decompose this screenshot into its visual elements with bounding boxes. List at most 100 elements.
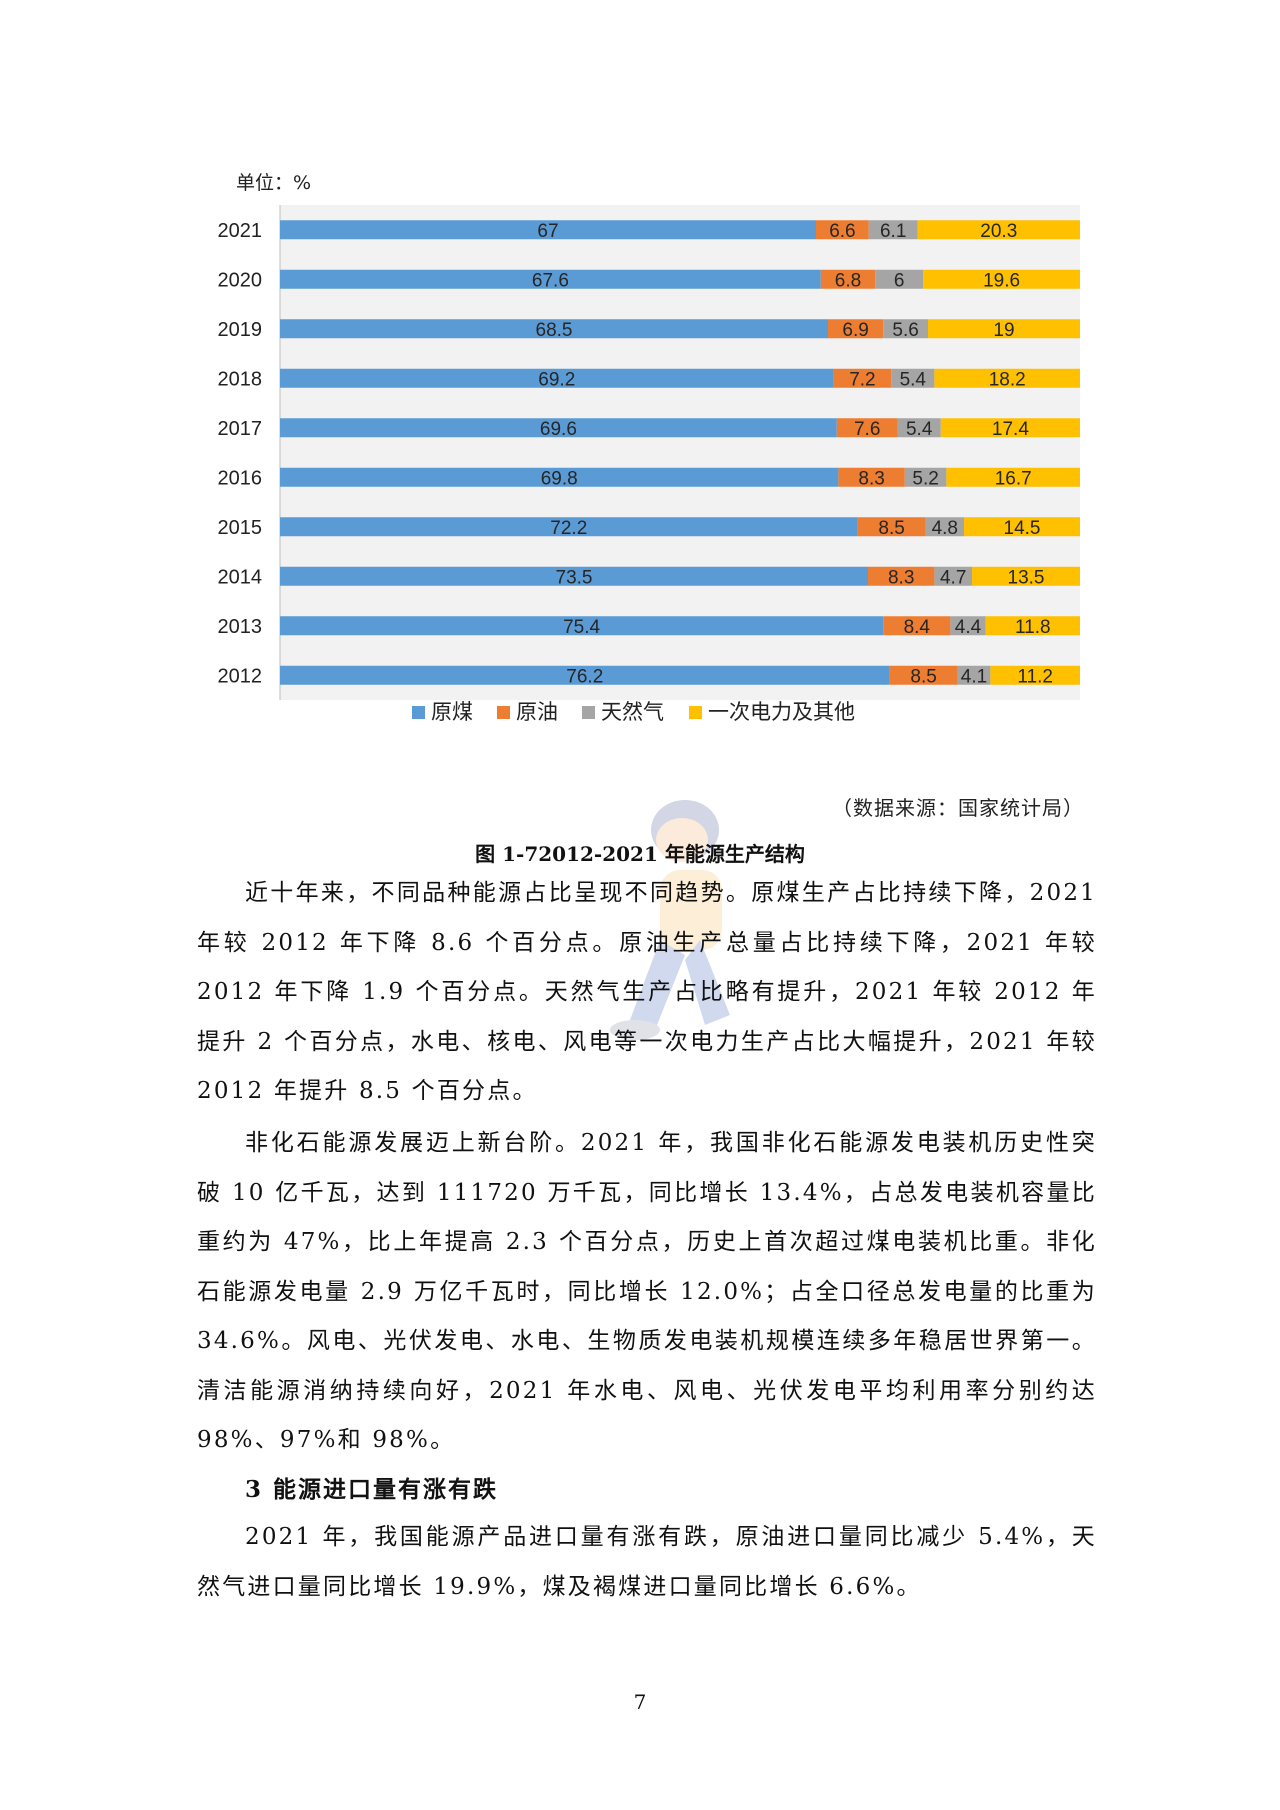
bar-segment [828,319,884,339]
bar-segment [868,220,918,240]
data-source-note: （数据来源：国家统计局） [832,796,1084,820]
category-label: 2016 [218,467,263,489]
data-label: 5.6 [892,320,918,341]
data-label: 20.3 [980,221,1017,242]
bar-segment [957,665,991,685]
bar-segment [868,566,935,586]
data-label: 16.7 [995,468,1032,489]
paragraph-2: 非化石能源发展迈上新台阶。2021 年，我国非化石能源发电装机历史性突破 10 … [197,1130,1097,1453]
category-label: 2013 [218,616,263,638]
data-label: 19.6 [983,270,1020,291]
category-label: 2017 [218,418,263,440]
category-label: 2015 [218,517,263,539]
data-label: 6.8 [835,270,861,291]
data-label: 5.2 [912,468,938,489]
paragraph-3: 2021 年，我国能源产品进口量有涨有跌，原油进口量同比减少 5.4%，天然气进… [197,1524,1097,1600]
bar-segment [280,665,890,685]
category-label: 2018 [218,368,263,390]
data-label: 67.6 [532,270,569,291]
category-label: 2012 [218,665,263,687]
data-label: 5.4 [906,419,933,440]
category-label: 2014 [218,566,263,588]
bar-segment [904,467,947,487]
data-label: 6.6 [829,221,855,242]
data-label: 6.1 [880,221,906,242]
data-label: 8.5 [910,666,936,687]
bar-segment [940,418,1080,438]
bar-segment [883,319,928,339]
category-label: 2020 [218,269,263,291]
legend-label: 天然气 [601,701,664,724]
section-heading: 3 能源进口量有涨有跌 [245,1476,499,1503]
data-label: 5.4 [900,369,927,390]
bar-segment [972,566,1080,586]
data-label: 18.2 [989,369,1026,390]
legend-swatch [689,706,702,719]
bar-segment [934,566,972,586]
data-label: 73.5 [556,567,593,588]
bar-segment [857,517,926,537]
bar-segment [836,418,898,438]
category-label: 2021 [218,220,263,242]
bar-segment [280,467,839,487]
data-label: 13.5 [1008,567,1045,588]
category-label: 2019 [218,319,263,341]
legend-swatch [497,706,510,719]
data-label: 7.6 [854,419,880,440]
paragraph-1: 近十年来，不同品种能源占比呈现不同趋势。原煤生产占比持续下降，2021年较 20… [197,880,1097,1104]
bar-segment [280,418,837,438]
bar-segment [280,566,868,586]
data-label: 19 [993,320,1014,341]
bar-segment [891,368,935,388]
legend-swatch [412,706,425,719]
data-label: 4.1 [961,666,987,687]
bar-segment [985,616,1080,636]
data-label: 68.5 [536,320,573,341]
data-label: 8.5 [878,518,904,539]
bar-segment [923,269,1080,289]
bar-segment [875,269,924,289]
bar-segment [964,517,1080,537]
energy-structure-chart: 2021 67 6.6 6.1 20.3 2020 67.6 6.8 6 19.6 2019 68.5… [218,205,1080,724]
data-label: 6 [894,270,905,291]
data-label: 8.4 [904,617,931,638]
data-label: 11.8 [1015,617,1051,638]
bar-segment [883,616,951,636]
bar-segment [280,220,816,240]
bar-segment [934,368,1080,388]
data-label: 69.2 [538,369,575,390]
data-label: 11.2 [1017,666,1053,687]
data-label: 4.8 [932,518,958,539]
bar-segment [280,269,821,289]
bar-segment [928,319,1080,339]
page-number: 7 [633,1690,647,1714]
bar-segment [925,517,964,537]
bar-segment [820,269,876,289]
data-label: 8.3 [888,567,914,588]
bar-segment [280,616,884,636]
figure-caption: 图 1-72012-2021 年能源生产结构 [475,842,805,866]
legend-label: 原煤 [431,701,473,724]
bar-segment [833,368,892,388]
bar-segment [838,467,905,487]
data-label: 4.4 [955,617,982,638]
legend-swatch [582,706,595,719]
bar-segment [946,467,1080,487]
legend-label: 一次电力及其他 [708,701,855,724]
data-label: 69.8 [541,468,578,489]
data-label: 69.6 [540,419,577,440]
bar-segment [917,220,1080,240]
data-label: 6.9 [842,320,868,341]
bar-segment [280,368,834,388]
bar-segment [889,665,958,685]
legend-label: 原油 [516,701,558,724]
data-label: 67 [537,221,558,242]
bar-segment [950,616,986,636]
bar-segment [816,220,869,240]
bar-segment [280,517,858,537]
data-label: 7.2 [849,369,875,390]
data-label: 14.5 [1004,518,1041,539]
data-label: 17.4 [992,419,1029,440]
bar-segment [280,319,828,339]
bar-segment [897,418,941,438]
